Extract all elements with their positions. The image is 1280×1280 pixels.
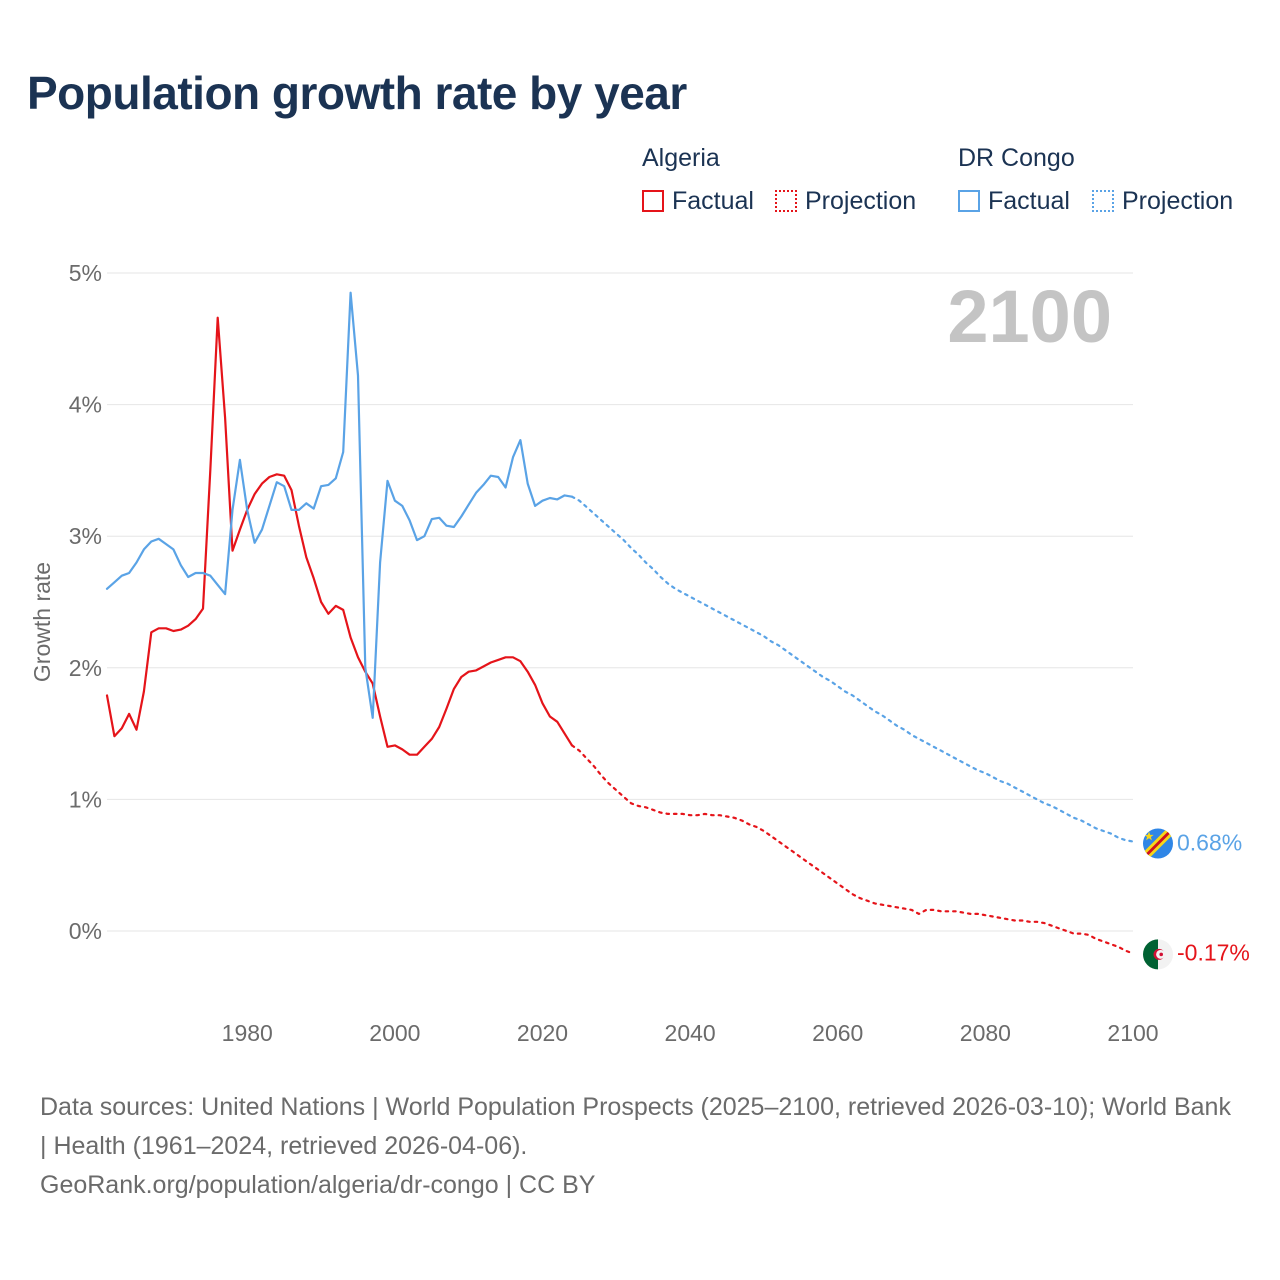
y-axis-label: Growth rate: [29, 562, 55, 682]
x-tick-label: 2060: [812, 1020, 863, 1046]
x-axis-tick-labels: 1980 2000 2020 2040 2060 2080 2100: [222, 1020, 1159, 1046]
legend-swatch-icon: [775, 190, 797, 212]
data-sources-text: Data sources: United Nations | World Pop…: [40, 1093, 1231, 1160]
footer: Data sources: United Nations | World Pop…: [40, 1088, 1240, 1205]
legend-algeria-factual[interactable]: Factual: [642, 186, 754, 216]
legend-drcongo-factual[interactable]: Factual: [958, 186, 1070, 216]
y-tick-label: 2%: [69, 655, 102, 681]
algeria-factual-line: [105, 316, 574, 756]
source-link[interactable]: GeoRank.org/population/algeria/dr-congo …: [40, 1171, 596, 1199]
y-tick-label: 1%: [69, 786, 102, 812]
legend-drcongo-projection[interactable]: Projection: [1092, 186, 1233, 216]
chart-title: Population growth rate by year: [27, 67, 687, 119]
line-chart: 0% 1% 2% 3% 4% 5% 1980 2000 2020 2040 2060 2080 210…: [29, 260, 1250, 1046]
legend-label: Factual: [672, 186, 754, 215]
y-tick-label: 4%: [69, 392, 102, 418]
y-tick-label: 0%: [69, 918, 102, 944]
gridlines: [107, 272, 1133, 932]
legend-swatch-icon: [1092, 190, 1114, 212]
legend-algeria-title: Algeria: [642, 144, 720, 172]
x-tick-label: 2000: [369, 1020, 420, 1046]
x-tick-label: 2100: [1107, 1020, 1158, 1046]
legend-label: Projection: [1122, 186, 1234, 215]
drcongo-end-value: 0.68%: [1177, 830, 1242, 856]
legend-swatch-icon: [958, 190, 980, 212]
legend-algeria-projection[interactable]: Projection: [775, 186, 916, 216]
legend-label: Projection: [805, 186, 917, 215]
algeria-end-value: -0.17%: [1177, 939, 1250, 965]
x-tick-label: 2040: [665, 1020, 716, 1046]
y-tick-label: 3%: [69, 523, 102, 549]
y-tick-label: 5%: [69, 260, 102, 286]
drcongo-projection-line: [570, 495, 1135, 843]
legend-label: Factual: [988, 186, 1070, 215]
drcongo-flag-icon: [1143, 828, 1173, 859]
current-year-label: 2100: [947, 275, 1112, 358]
legend-drcongo-title: DR Congo: [958, 144, 1075, 172]
drcongo-factual-line: [105, 291, 574, 719]
x-tick-label: 2080: [960, 1020, 1011, 1046]
x-tick-label: 1980: [222, 1020, 273, 1046]
algeria-flag-icon: [1143, 939, 1173, 970]
series-lines: [105, 291, 1135, 955]
algeria-projection-line: [570, 744, 1135, 955]
y-axis-tick-labels: 0% 1% 2% 3% 4% 5%: [69, 260, 102, 944]
legend-swatch-icon: [642, 190, 664, 212]
x-tick-label: 2020: [517, 1020, 568, 1046]
